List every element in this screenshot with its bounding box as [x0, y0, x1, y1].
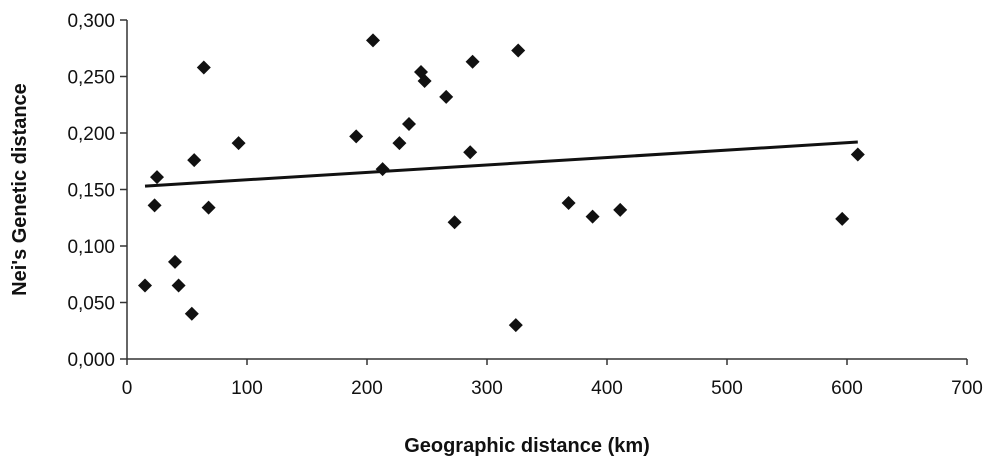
y-tick-label: 0,250 [67, 68, 115, 89]
data-point [447, 215, 462, 230]
data-point [585, 209, 600, 224]
y-tick-label: 0,100 [67, 237, 115, 258]
data-point [196, 60, 211, 75]
data-point [201, 200, 216, 215]
x-axis-ticks: 0 100 200 300 400 500 600 700 [122, 359, 983, 399]
data-point [850, 147, 865, 162]
x-tick-label: 400 [591, 378, 623, 399]
data-point [231, 136, 246, 151]
data-point [561, 196, 576, 211]
data-point [402, 116, 416, 131]
y-tick-label: 0,050 [67, 294, 115, 315]
x-tick-label: 0 [122, 378, 133, 399]
y-tick-label: 0,200 [67, 124, 115, 145]
data-point [375, 162, 390, 177]
data-point [150, 170, 164, 185]
data-point [147, 198, 162, 213]
data-point [168, 254, 182, 269]
data-points [138, 33, 865, 333]
y-axis-ticks: 0,000 0,050 0,100 0,150 0,200 0,250 0,300 [67, 11, 127, 371]
data-point [417, 74, 432, 89]
data-point [138, 278, 152, 293]
y-tick-label: 0,000 [67, 350, 115, 371]
x-tick-label: 200 [351, 378, 383, 399]
y-tick-label: 0,300 [67, 11, 115, 32]
data-point [366, 33, 380, 48]
data-point [465, 54, 480, 69]
data-point [171, 278, 186, 293]
data-point [439, 89, 454, 104]
data-point [835, 211, 850, 226]
x-tick-label: 500 [711, 378, 743, 399]
trendline [144, 140, 858, 188]
x-tick-label: 600 [831, 378, 863, 399]
y-axis-title: Nei's Genetic distance [9, 83, 31, 296]
y-tick-label: 0,150 [67, 181, 115, 202]
x-tick-label: 100 [231, 378, 263, 399]
x-tick-label: 300 [471, 378, 503, 399]
data-point [187, 153, 202, 168]
data-point [463, 145, 478, 160]
data-point [613, 202, 628, 217]
plot-area [126, 20, 967, 360]
data-point [511, 43, 526, 58]
data-point [184, 306, 199, 321]
trendline-group [144, 140, 858, 188]
data-point [349, 129, 364, 144]
x-tick-label: 700 [951, 378, 983, 399]
x-axis-title: Geographic distance (km) [404, 435, 650, 457]
data-point [392, 136, 407, 151]
data-point [508, 318, 523, 333]
